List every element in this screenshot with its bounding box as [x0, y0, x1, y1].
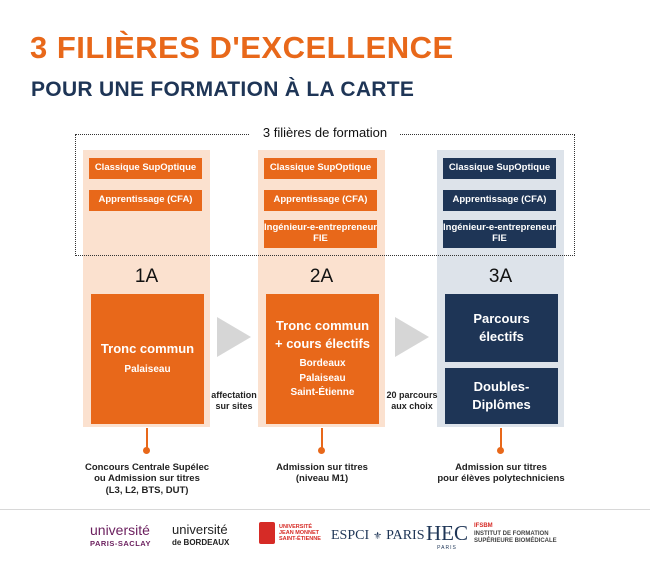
pill-classique-2a: Classique SupOptique	[264, 158, 377, 179]
ups-subline: PARIS-SACLAY	[90, 539, 152, 548]
footer-divider	[0, 509, 650, 510]
tronc-commun-site: Palaiseau	[124, 364, 171, 376]
tronc-commun-electifs-box: Tronc commun + cours électifs Bordeaux P…	[266, 294, 379, 424]
hec-subline: PARIS	[437, 545, 457, 551]
ifsbm-fullname: INSTITUT DE FORMATION SUPÉRIEURE BIOMÉDI…	[474, 530, 557, 545]
admission-text-1a: Concours Centrale Supélec ou Admission s…	[84, 462, 210, 496]
parcours-choix-label: 20 parcours aux choix	[386, 390, 438, 411]
arrow-right-icon	[217, 317, 251, 357]
doubles-diplomes-title: Doubles- Diplômes	[472, 379, 531, 412]
espci-left: ESPCI	[331, 528, 370, 543]
logo-espci-paris: ESPCI ⚜ PARIS	[331, 528, 425, 544]
pill-fie-3a: Ingénieur-e-entrepreneur FIE	[443, 220, 556, 248]
logo-hec-paris: HEC PARIS	[426, 523, 468, 551]
espci-right: PARIS	[386, 528, 425, 543]
page-title: 3 FILIÈRES D'EXCELLENCE	[30, 30, 454, 65]
hec-wordmark: HEC	[426, 521, 468, 545]
logo-jean-monnet: UNIVERSITÉ JEAN MONNET SAINT-ÉTIENNE	[259, 522, 321, 544]
year-label-2a: 2A	[309, 266, 334, 287]
pill-classique-3a: Classique SupOptique	[443, 158, 556, 179]
pill-apprentissage-1a: Apprentissage (CFA)	[89, 190, 202, 211]
logo-universite-paris-saclay: université PARIS-SACLAY	[90, 522, 151, 548]
sites-list: Bordeaux Palaiseau Saint-Étienne	[290, 358, 355, 399]
admission-dot-1a	[143, 447, 150, 454]
year-label-1a: 1A	[134, 266, 159, 287]
doubles-diplomes-box: Doubles- Diplômes	[445, 368, 558, 424]
logo-ifsbm: IFSBM INSTITUT DE FORMATION SUPÉRIEURE B…	[474, 523, 557, 546]
pill-fie-2a: Ingénieur-e-entrepreneur FIE	[264, 220, 377, 248]
ub-subline: de BORDEAUX	[172, 538, 230, 547]
pill-apprentissage-2a: Apprentissage (CFA)	[264, 190, 377, 211]
admission-text-2a: Admission sur titres (niveau M1)	[276, 462, 368, 485]
affectation-label: affectation sur sites	[211, 390, 257, 411]
page-subtitle: POUR UNE FORMATION À LA CARTE	[31, 78, 415, 101]
admission-stem-1a	[146, 428, 148, 450]
tronc-commun-box: Tronc commun Palaiseau	[91, 294, 204, 424]
tronc-commun-electifs-title: Tronc commun + cours électifs	[274, 318, 371, 351]
espci-emblem-icon: ⚜	[373, 530, 383, 542]
jean-monnet-icon	[259, 522, 275, 544]
logo-universite-bordeaux: université de BORDEAUX	[172, 522, 229, 547]
admission-dot-3a	[497, 447, 504, 454]
pill-classique-1a: Classique SupOptique	[89, 158, 202, 179]
tronc-commun-title: Tronc commun	[100, 341, 195, 357]
ub-wordmark: université	[172, 522, 228, 537]
admission-dot-2a	[318, 447, 325, 454]
jean-monnet-text: UNIVERSITÉ JEAN MONNET SAINT-ÉTIENNE	[279, 523, 321, 543]
pill-apprentissage-3a: Apprentissage (CFA)	[443, 190, 556, 211]
parcours-electifs-box: Parcours électifs	[445, 294, 558, 362]
filieres-label: 3 filières de formation	[250, 125, 400, 140]
admission-text-3a: Admission sur titres pour élèves polytec…	[437, 462, 565, 485]
ifsbm-acronym: IFSBM	[474, 523, 493, 529]
year-label-3a: 3A	[488, 266, 513, 287]
arrow-right-icon	[395, 317, 429, 357]
admission-stem-2a	[321, 428, 323, 450]
parcours-electifs-title: Parcours électifs	[473, 311, 530, 344]
admission-stem-3a	[500, 428, 502, 450]
ups-wordmark: université	[90, 522, 150, 538]
